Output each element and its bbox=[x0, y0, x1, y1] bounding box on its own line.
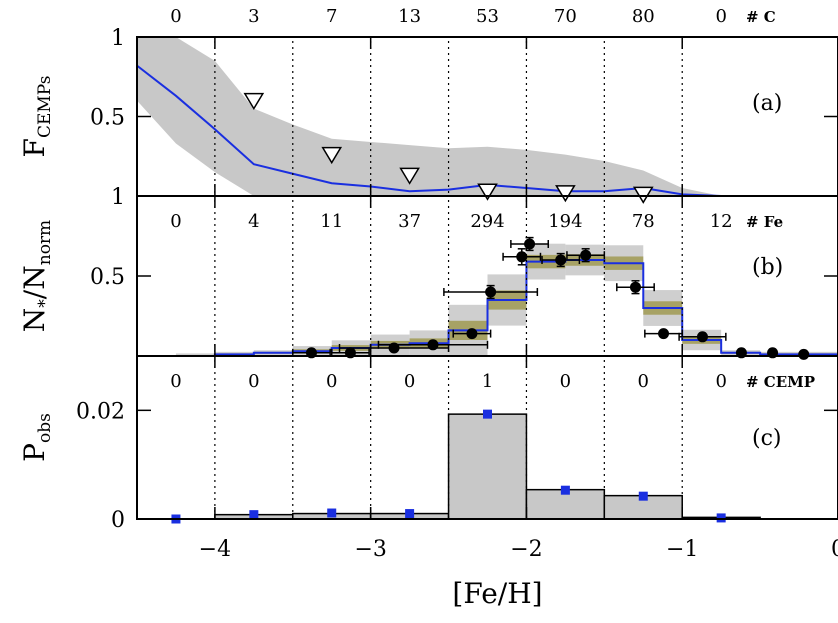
b-bin-count: 294 bbox=[470, 211, 504, 232]
c-bin-count: 0 bbox=[638, 371, 649, 392]
a-bin-count: 3 bbox=[248, 6, 259, 27]
upper-limit-triangle bbox=[555, 185, 576, 203]
probability-marker bbox=[638, 491, 648, 501]
upper-limit-triangle bbox=[632, 186, 654, 204]
c-bin-count: 0 bbox=[715, 371, 726, 392]
b-bin-count: 194 bbox=[548, 211, 582, 232]
data-point bbox=[629, 281, 641, 293]
a-bin-count: 80 bbox=[632, 6, 655, 27]
panel-b-y-axis-label: N*/Nnorm bbox=[18, 220, 55, 332]
data-point bbox=[658, 328, 670, 340]
b-bin-count: 0 bbox=[170, 211, 181, 232]
panel-a-ylabel-sub: CEMPs bbox=[35, 76, 55, 139]
panel-a-uncertainty-band bbox=[137, 37, 722, 196]
probability-marker bbox=[249, 510, 259, 520]
a-bin-count: 0 bbox=[715, 6, 726, 27]
panel-b-ylabel-sub2: norm bbox=[35, 220, 55, 265]
a-y-tick-label: 0.5 bbox=[90, 106, 125, 131]
panel-a-ylabel-main: F bbox=[18, 138, 51, 157]
panel-a-label: (a) bbox=[752, 91, 782, 116]
panel-c: 0 0 0 0 1 0 0 0 0.02 0 (c) # CEMP Pobs bbox=[18, 355, 838, 533]
a-bin-count: 70 bbox=[554, 6, 577, 27]
b-bin-count: 12 bbox=[710, 211, 733, 232]
b-bin-count: 11 bbox=[320, 211, 343, 232]
data-point bbox=[798, 348, 810, 360]
x-axis: −4 −3 −2 −1 0 bbox=[199, 537, 838, 562]
x-tick-label: 0 bbox=[831, 537, 838, 562]
panel-b-band-outer bbox=[175, 353, 215, 356]
b-y-tick-label: 0.5 bbox=[90, 265, 125, 290]
probability-marker bbox=[483, 409, 492, 419]
data-point bbox=[466, 328, 478, 340]
data-point bbox=[516, 251, 528, 263]
probability-marker bbox=[716, 513, 726, 523]
probability-marker bbox=[327, 508, 337, 518]
panel-b-ylabel-rest: /N bbox=[18, 265, 51, 299]
probability-marker bbox=[405, 509, 415, 519]
x-tick-label: −3 bbox=[354, 537, 386, 562]
data-point bbox=[555, 254, 567, 266]
a-bin-count: 0 bbox=[170, 6, 181, 27]
panel-b-label: (b) bbox=[752, 255, 783, 280]
panel-a-y-bottom-label: 1 bbox=[111, 185, 125, 210]
x-tick-label: −2 bbox=[510, 537, 542, 562]
a-y-tick-label: 1 bbox=[111, 26, 125, 51]
a-bin-count: 13 bbox=[398, 6, 421, 27]
panel-c-ylabel-main: P bbox=[18, 443, 51, 462]
panel-b-count-label: # Fe bbox=[746, 213, 783, 231]
panel-c-frame bbox=[136, 355, 838, 520]
data-point bbox=[580, 249, 592, 261]
upper-limit-triangle bbox=[321, 146, 343, 165]
data-point bbox=[485, 286, 497, 298]
a-bin-count: 53 bbox=[476, 6, 499, 27]
x-axis-title: [Fe/H] bbox=[452, 577, 542, 610]
c-y-tick-label: 0.02 bbox=[76, 399, 125, 424]
panel-c-count-label: # CEMP bbox=[746, 373, 815, 391]
c-y-tick-label: 0 bbox=[111, 508, 125, 533]
c-bin-count: 0 bbox=[248, 371, 259, 392]
data-point bbox=[696, 331, 708, 343]
panel-b-ylabel-main: N bbox=[18, 308, 51, 333]
data-point bbox=[427, 339, 439, 351]
panel-b-ylabel-sub: * bbox=[35, 299, 55, 308]
c-bin-count: 0 bbox=[404, 371, 415, 392]
panel-a: 0 3 7 13 53 70 80 0 1 0.5 (a) # C 1 FCEMPs bbox=[18, 6, 838, 210]
panel-c-y-axis-label: Pobs bbox=[18, 413, 55, 462]
c-bin-count: 0 bbox=[326, 371, 337, 392]
panel-b: 0 4 11 37 294 194 78 12 0.5 (b) # Fe N*/Nnorm bbox=[18, 195, 838, 360]
panel-c-ylabel-sub: obs bbox=[35, 413, 55, 443]
panel-a-count-label: # C bbox=[746, 8, 776, 26]
c-bin-count: 0 bbox=[560, 371, 571, 392]
data-point bbox=[524, 238, 536, 250]
c-bin-count: 1 bbox=[482, 371, 493, 392]
a-bin-count: 7 bbox=[326, 6, 337, 27]
x-tick-label: −1 bbox=[666, 537, 698, 562]
upper-limit-triangle bbox=[243, 92, 265, 111]
c-bin-count: 0 bbox=[170, 371, 181, 392]
b-bin-count: 78 bbox=[632, 211, 655, 232]
panel-a-y-axis-label: FCEMPs bbox=[18, 76, 55, 158]
panel-c-label: (c) bbox=[752, 426, 782, 451]
probability-bar bbox=[447, 413, 528, 520]
panel-a-model-line bbox=[136, 64, 722, 197]
upper-limit-triangle bbox=[399, 167, 420, 185]
b-bin-count: 37 bbox=[398, 211, 421, 232]
x-tick-label: −4 bbox=[199, 537, 231, 562]
b-bin-count: 4 bbox=[248, 211, 259, 232]
probability-marker bbox=[560, 485, 570, 495]
upper-limit-triangle bbox=[477, 183, 498, 201]
